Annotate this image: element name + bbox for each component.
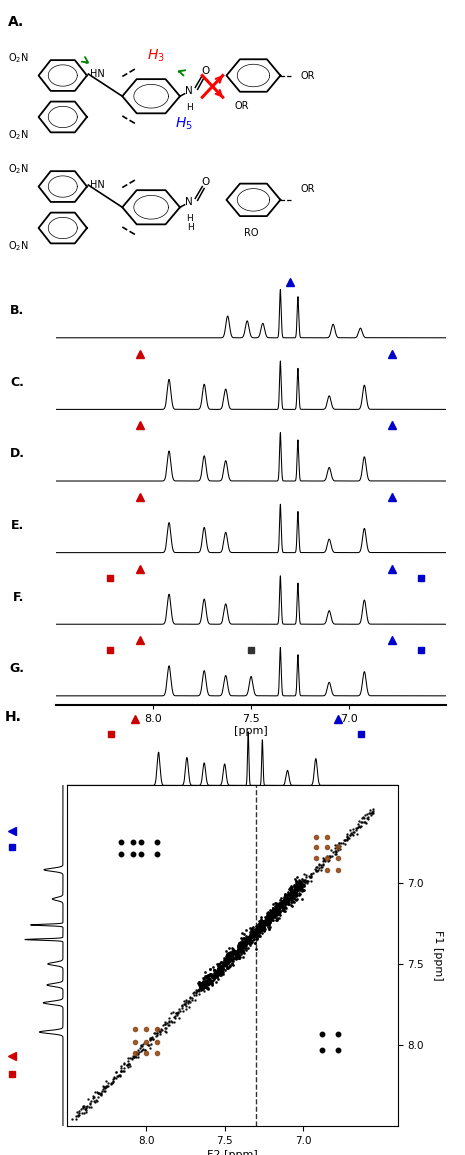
Text: H: H xyxy=(186,103,193,112)
Text: H: H xyxy=(186,214,193,223)
Text: O: O xyxy=(202,66,210,75)
Text: $H_5$: $H_5$ xyxy=(175,116,193,132)
Text: HN: HN xyxy=(90,180,105,191)
X-axis label: [ppm]: [ppm] xyxy=(234,726,268,737)
Text: N: N xyxy=(186,87,193,96)
Text: A.: A. xyxy=(8,15,25,29)
Text: O: O xyxy=(202,177,210,187)
Text: RO: RO xyxy=(244,228,259,238)
Text: O$_2$N: O$_2$N xyxy=(8,128,29,142)
Text: F.: F. xyxy=(13,590,25,604)
X-axis label: F2 [ppm]: F2 [ppm] xyxy=(207,1150,258,1155)
Text: HN: HN xyxy=(90,69,105,79)
Text: B.: B. xyxy=(10,304,25,318)
Text: D.: D. xyxy=(10,447,25,461)
Text: G.: G. xyxy=(10,662,25,676)
Text: C.: C. xyxy=(11,375,25,389)
Text: O$_2$N: O$_2$N xyxy=(8,162,29,176)
Text: E.: E. xyxy=(11,519,25,532)
Text: N: N xyxy=(186,198,193,208)
Y-axis label: F1 [ppm]: F1 [ppm] xyxy=(433,931,443,981)
Text: OR: OR xyxy=(301,184,315,194)
Text: O$_2$N: O$_2$N xyxy=(8,239,29,253)
Text: OR: OR xyxy=(301,70,315,81)
Text: OR: OR xyxy=(234,102,249,111)
Text: $H_3$: $H_3$ xyxy=(147,47,165,64)
Text: H: H xyxy=(187,224,194,232)
Text: H.: H. xyxy=(5,710,21,724)
Text: O$_2$N: O$_2$N xyxy=(8,51,29,65)
